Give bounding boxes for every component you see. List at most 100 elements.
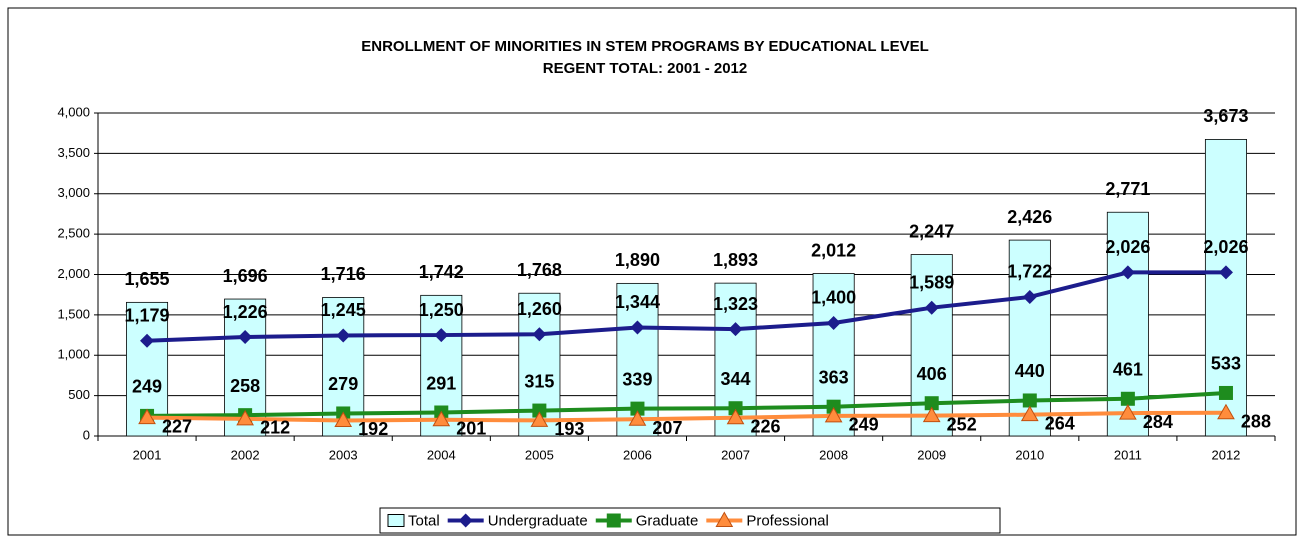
x-tick-label: 2008 [819,447,848,462]
legend-marker [606,513,621,528]
marker [1120,391,1135,406]
y-tick-label: 3,000 [57,185,90,200]
data-label: 201 [456,419,486,439]
data-label: 264 [1045,413,1075,433]
y-tick-label: 0 [83,427,90,442]
data-label: 2,426 [1007,207,1052,227]
data-label: 1,260 [517,299,562,319]
chart-title: ENROLLMENT OF MINORITIES IN STEM PROGRAM… [361,38,929,55]
y-tick-label: 1,000 [57,347,90,362]
chart-subtitle: REGENT TOTAL: 2001 - 2012 [543,60,748,77]
data-label: 1,655 [125,269,170,289]
data-label: 1,323 [713,294,758,314]
y-tick-label: 4,000 [57,104,90,119]
marker [532,327,547,342]
data-label: 1,890 [615,250,660,270]
marker [334,411,353,427]
marker [138,408,156,425]
marker [726,408,745,425]
data-label: 2,026 [1203,237,1248,257]
marker [1217,403,1235,420]
chart-border [7,7,1297,536]
x-tick-label: 2001 [133,447,162,462]
legend-marker [458,513,473,528]
data-label: 1,742 [419,262,464,282]
data-label: 252 [947,414,977,434]
data-label: 207 [652,418,682,438]
marker [434,328,449,343]
marker [1218,265,1233,280]
data-label: 440 [1015,361,1045,381]
x-tick-label: 2009 [917,447,946,462]
data-label: 227 [162,416,192,436]
data-label: 291 [426,373,456,393]
data-label: 2,771 [1105,179,1150,199]
data-label: 3,673 [1203,106,1248,126]
marker [630,401,645,416]
data-label: 1,716 [321,264,366,284]
data-label: 1,344 [615,292,660,312]
data-label: 192 [358,419,388,439]
legend-swatch [387,514,405,527]
line-2 [147,390,1227,418]
marker [824,406,843,423]
data-label: 1,226 [223,302,268,322]
data-label: 2,247 [909,221,954,241]
data-label: 2,026 [1105,237,1150,257]
data-label: 1,179 [125,306,170,326]
data-label: 1,400 [811,288,856,308]
data-label: 1,245 [321,300,366,320]
data-label: 212 [260,418,290,438]
y-tick-label: 2,500 [57,226,90,241]
marker [336,328,351,343]
marker [922,406,941,423]
marker [236,409,254,426]
data-label: 193 [554,419,584,439]
data-label: 533 [1211,354,1241,374]
data-label: 2,012 [811,240,856,260]
marker [1022,289,1037,304]
marker [1119,404,1137,420]
marker [628,410,647,426]
marker [1218,385,1233,400]
y-tick-label: 500 [68,387,90,402]
marker [1022,393,1037,408]
data-label: 284 [1143,412,1173,432]
marker [1120,265,1135,280]
data-label: 363 [819,367,849,387]
data-label: 339 [622,369,652,389]
legend-label: Graduate [636,512,699,529]
legend-marker [715,511,734,527]
y-tick-label: 3,500 [57,145,90,160]
marker [924,396,939,411]
marker [140,333,155,348]
data-label: 279 [328,374,358,394]
data-label: 406 [917,364,947,384]
x-tick-label: 2005 [525,447,554,462]
data-label: 1,768 [517,260,562,280]
x-tick-label: 2010 [1015,447,1044,462]
data-label: 226 [751,417,781,437]
data-label: 288 [1241,411,1271,431]
data-label: 249 [132,377,162,397]
x-tick-label: 2012 [1211,447,1240,462]
data-label: 1,589 [909,272,954,292]
marker [1020,405,1039,422]
data-label: 1,696 [223,266,268,286]
marker [826,315,841,330]
data-label: 344 [721,369,751,389]
x-tick-label: 2006 [623,447,652,462]
marker [530,411,549,427]
data-label: 249 [849,415,879,435]
legend-label: Undergraduate [488,512,588,529]
data-label: 1,722 [1007,262,1052,282]
marker [826,399,841,414]
legend-label: Professional [746,512,829,529]
data-label: 1,893 [713,250,758,270]
marker [630,320,645,335]
y-tick-label: 1,500 [57,306,90,321]
data-label: 315 [524,371,554,391]
x-tick-label: 2002 [231,447,260,462]
data-label: 461 [1113,360,1143,380]
